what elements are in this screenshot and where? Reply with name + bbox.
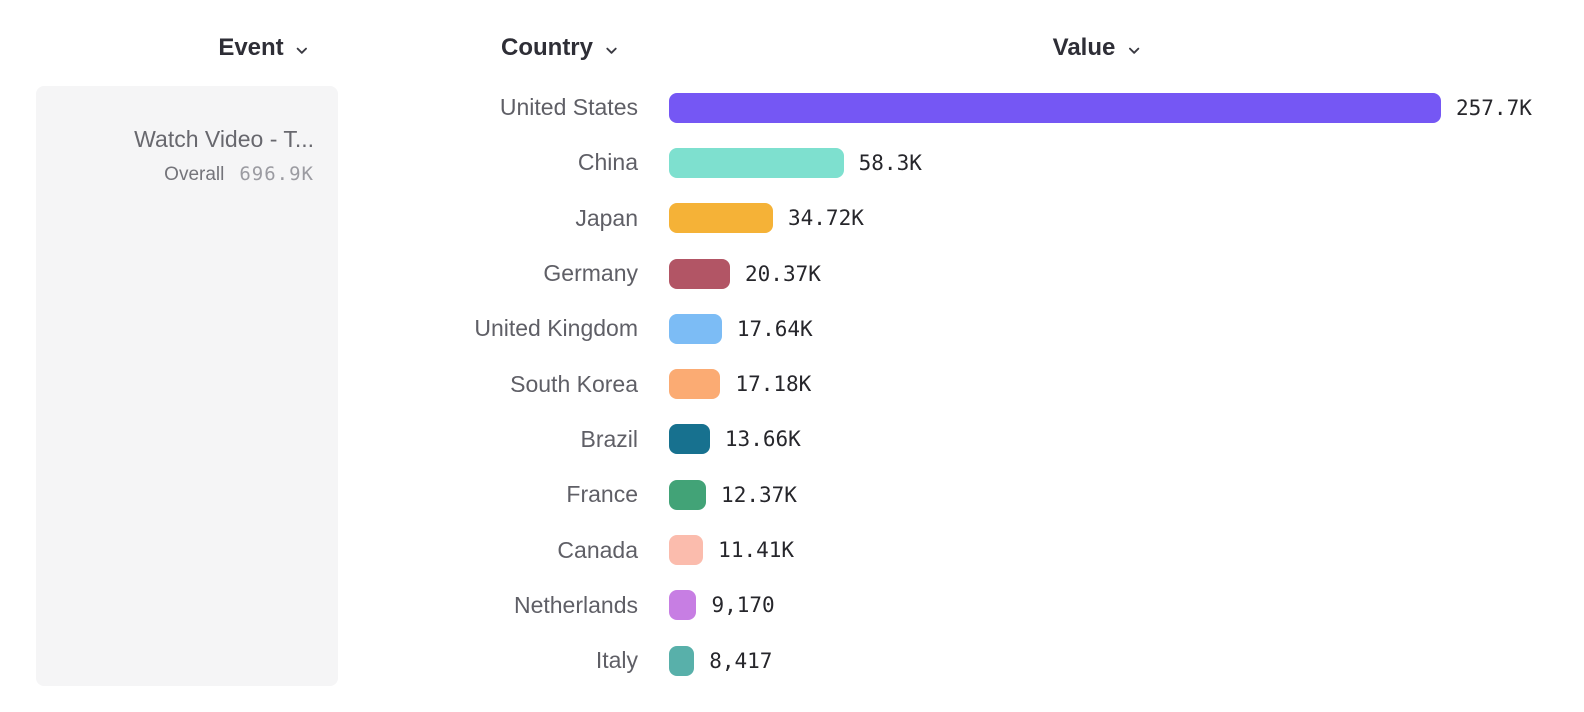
metric-label: Overall [164, 164, 225, 186]
chevron-down-icon [295, 43, 310, 58]
value-label: 13.66K [724, 427, 801, 452]
chart-row: United Kingdom 17.64K [340, 301, 1584, 356]
value-label: 58.3K [858, 150, 922, 175]
chart-row: China 58.3K [340, 135, 1584, 190]
chevron-down-icon [604, 43, 619, 58]
chart-row: Netherlands 9,170 [340, 578, 1584, 633]
bar-area: 9,170 [669, 590, 1584, 621]
country-label: United States [499, 94, 638, 121]
chart-row: Canada 11.41K [340, 522, 1584, 577]
value-bar[interactable] [669, 92, 1441, 123]
value-bar[interactable] [669, 258, 731, 289]
chart-row: United States 257.7K [340, 80, 1584, 135]
value-label: 20.37K [745, 261, 821, 286]
event-header-label: Event [218, 34, 284, 61]
value-label: 17.64K [736, 316, 813, 341]
country-label: Germany [543, 260, 638, 287]
chart-row: Brazil 13.66K [340, 412, 1584, 467]
bar-area: 8,417 [669, 645, 1584, 676]
country-label: Japan [575, 204, 638, 231]
value-bar[interactable] [669, 479, 707, 510]
chart-row: Italy 8,417 [340, 633, 1584, 688]
value-column-header-dropdown[interactable]: Value [1053, 34, 1142, 62]
value-label: 9,170 [711, 593, 775, 618]
chart-row: Japan 34.72K [340, 191, 1584, 246]
value-bar[interactable] [669, 203, 773, 234]
value-label: 257.7K [1456, 95, 1532, 120]
value-header-label: Value [1052, 34, 1116, 61]
country-label: China [577, 149, 638, 176]
bar-area: 12.37K [669, 479, 1584, 510]
chart-row: France 12.37K [340, 467, 1584, 522]
country-label: Canada [557, 536, 638, 563]
chart-row: Germany 20.37K [340, 246, 1584, 301]
country-label: Italy [595, 647, 638, 674]
country-label: South Korea [510, 370, 638, 397]
value-label: 8,417 [709, 648, 773, 673]
value-bar[interactable] [669, 424, 710, 455]
bar-area: 11.41K [669, 535, 1584, 566]
value-label: 12.37K [721, 482, 797, 507]
bar-area: 13.66K [669, 424, 1584, 455]
bar-area: 58.3K [669, 147, 1584, 178]
bar-area: 34.72K [669, 203, 1584, 234]
value-bar[interactable] [669, 369, 721, 400]
value-bar[interactable] [669, 313, 722, 344]
country-label: Brazil [580, 425, 638, 452]
bar-area: 17.64K [669, 313, 1584, 344]
bar-area: 17.18K [669, 369, 1584, 400]
bar-chart: United States 257.7K China 58.3K Japan 3… [340, 80, 1584, 712]
event-metric: Overall 696.9K [60, 163, 314, 186]
value-label: 11.41K [718, 538, 795, 563]
value-label: 34.72K [788, 206, 864, 231]
value-bar[interactable] [669, 590, 697, 621]
country-column-header-dropdown[interactable]: Country [501, 34, 619, 62]
chevron-down-icon [1126, 43, 1141, 58]
value-label: 17.18K [735, 372, 812, 397]
event-card[interactable]: Watch Video - T... Overall 696.9K [36, 86, 338, 686]
event-name: Watch Video - T... [134, 126, 314, 152]
bar-area: 257.7K [669, 92, 1584, 123]
value-bar[interactable] [669, 645, 695, 676]
value-bar[interactable] [669, 147, 844, 178]
chart-row: South Korea 17.18K [340, 356, 1584, 411]
country-label: France [566, 481, 638, 508]
value-bar[interactable] [669, 535, 704, 566]
country-header-label: Country [501, 34, 593, 61]
event-column-header-dropdown[interactable]: Event [218, 34, 309, 62]
country-label: United Kingdom [474, 315, 638, 342]
metric-value: 696.9K [239, 163, 314, 186]
country-label: Netherlands [513, 591, 638, 618]
bar-area: 20.37K [669, 258, 1584, 289]
